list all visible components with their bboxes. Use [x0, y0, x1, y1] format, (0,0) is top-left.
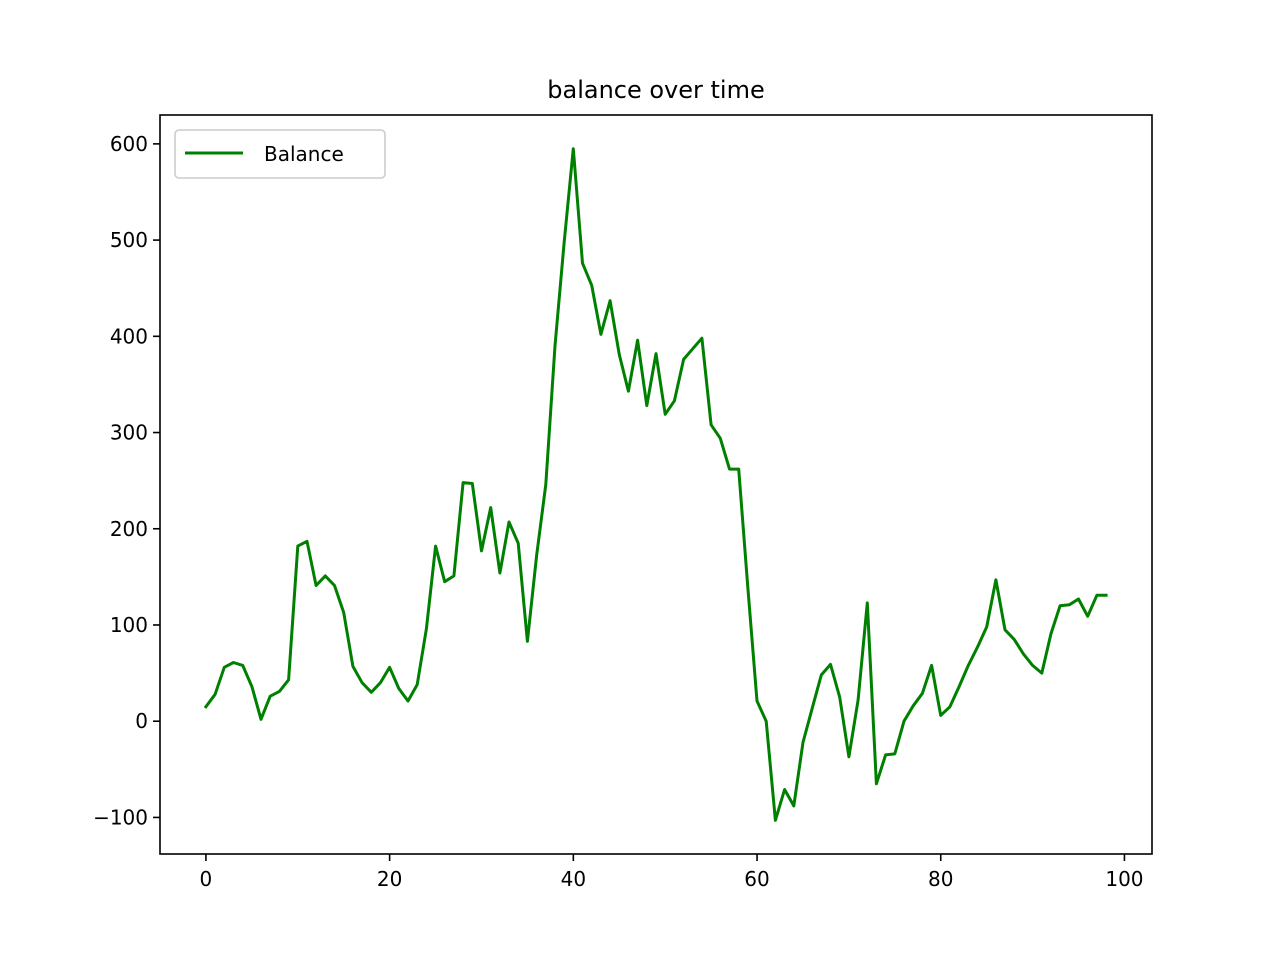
legend: Balance [174, 129, 386, 179]
y-tick-label: 300 [110, 421, 148, 445]
x-tick-label: 100 [1105, 867, 1143, 891]
x-axis: 0 20 40 60 80 100 [200, 854, 1144, 891]
x-tick-label: 80 [928, 867, 953, 891]
legend-box [174, 129, 386, 179]
y-tick-label: 400 [110, 324, 148, 348]
y-tick-label: 200 [110, 517, 148, 541]
series-layer [203, 147, 1108, 822]
axes-frame [159, 114, 1153, 855]
legend-label-balance: Balance [264, 142, 344, 166]
series-line-balance [203, 147, 1108, 822]
x-tick-label: 20 [377, 867, 402, 891]
plot-area: 0 20 40 60 80 100 −100 0 100 200 300 400 500 600 [93, 114, 1153, 891]
y-axis: −100 0 100 200 300 400 500 600 [93, 132, 160, 829]
chart-title: balance over time [547, 76, 765, 104]
y-tick-label: 500 [110, 228, 148, 252]
x-tick-label: 60 [744, 867, 769, 891]
x-tick-label: 0 [200, 867, 213, 891]
y-tick-label: 600 [110, 132, 148, 156]
y-tick-label: −100 [93, 805, 148, 829]
y-tick-label: 0 [135, 709, 148, 733]
y-tick-label: 100 [110, 613, 148, 637]
x-tick-label: 40 [561, 867, 586, 891]
